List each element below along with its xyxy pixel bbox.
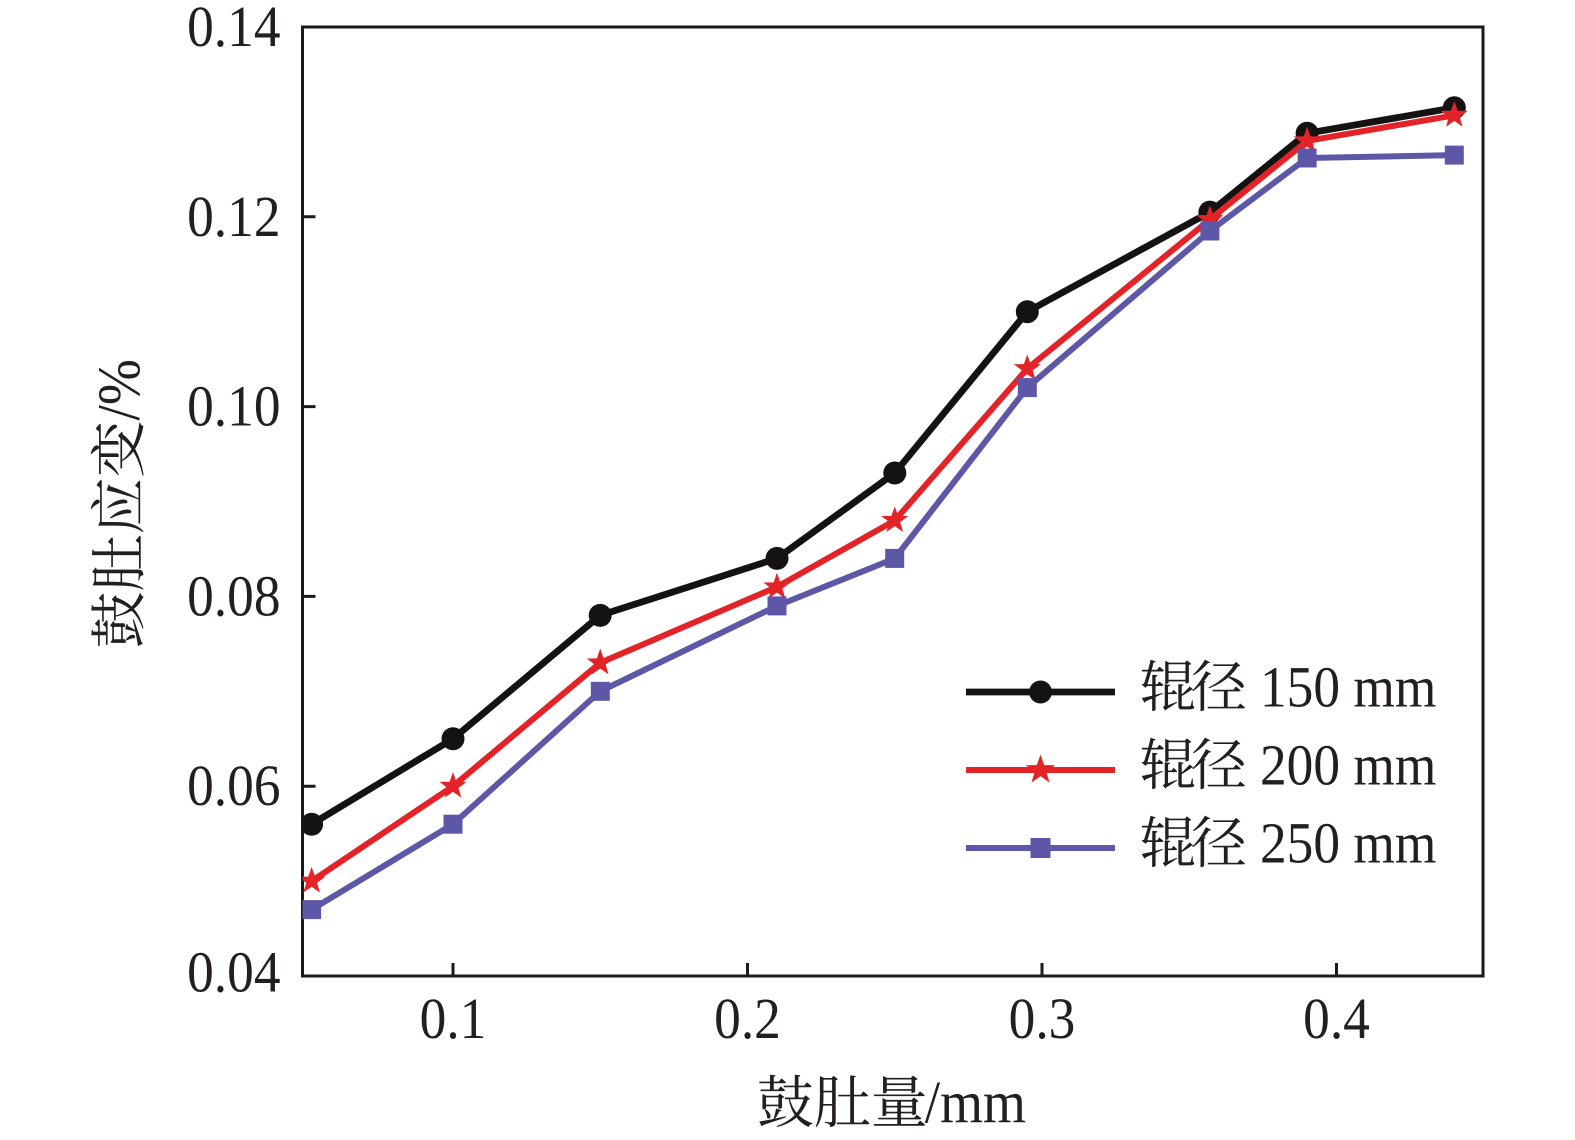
svg-text:0.08: 0.08 xyxy=(187,564,280,629)
svg-text:0.2: 0.2 xyxy=(714,987,781,1052)
svg-text:0.12: 0.12 xyxy=(187,185,280,250)
svg-text:/mm: /mm xyxy=(925,1070,1026,1136)
svg-text:0.3: 0.3 xyxy=(1009,987,1076,1052)
svg-text:0.06: 0.06 xyxy=(187,754,280,819)
svg-text:0.04: 0.04 xyxy=(187,941,280,1006)
svg-text:250 mm: 250 mm xyxy=(1260,812,1436,877)
svg-text:200 mm: 200 mm xyxy=(1260,734,1436,799)
svg-text:0.14: 0.14 xyxy=(187,0,280,60)
svg-text:150 mm: 150 mm xyxy=(1260,656,1436,721)
svg-text:/%: /% xyxy=(87,359,153,420)
svg-text:0.10: 0.10 xyxy=(187,375,280,440)
svg-text:0.4: 0.4 xyxy=(1303,987,1370,1052)
svg-text:0.1: 0.1 xyxy=(420,987,487,1052)
